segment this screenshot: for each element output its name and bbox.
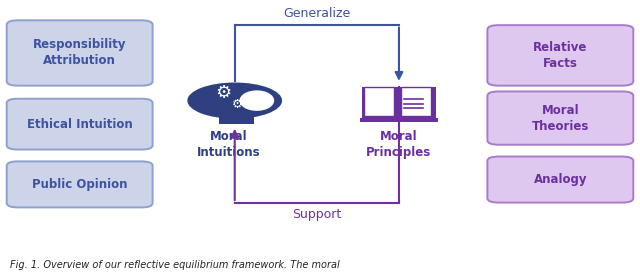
Text: Generalize: Generalize (284, 7, 351, 20)
Text: Relative
Facts: Relative Facts (533, 41, 588, 70)
FancyBboxPatch shape (360, 118, 438, 122)
FancyBboxPatch shape (401, 87, 431, 116)
Text: Moral
Theories: Moral Theories (532, 104, 589, 132)
FancyBboxPatch shape (6, 161, 152, 208)
Ellipse shape (239, 90, 274, 111)
FancyBboxPatch shape (362, 86, 436, 120)
FancyBboxPatch shape (6, 99, 152, 150)
FancyBboxPatch shape (6, 20, 152, 86)
FancyBboxPatch shape (364, 87, 394, 116)
Text: Responsibility
Attribution: Responsibility Attribution (33, 39, 127, 67)
FancyBboxPatch shape (219, 110, 253, 123)
Text: Support: Support (292, 208, 342, 221)
Circle shape (188, 82, 282, 119)
Text: Fig. 1. Overview of our reflective equilibrium framework. The moral: Fig. 1. Overview of our reflective equil… (10, 260, 340, 270)
Text: Moral
Principles: Moral Principles (366, 129, 431, 159)
FancyBboxPatch shape (488, 91, 634, 145)
Text: ⚙: ⚙ (232, 98, 243, 111)
Text: Analogy: Analogy (534, 173, 587, 186)
Text: Moral
Intuitions: Moral Intuitions (196, 129, 260, 159)
Text: Public Opinion: Public Opinion (32, 178, 127, 191)
Text: ⚙: ⚙ (215, 84, 232, 102)
FancyBboxPatch shape (488, 25, 634, 86)
Text: Ethical Intuition: Ethical Intuition (27, 118, 132, 131)
FancyBboxPatch shape (488, 157, 634, 203)
